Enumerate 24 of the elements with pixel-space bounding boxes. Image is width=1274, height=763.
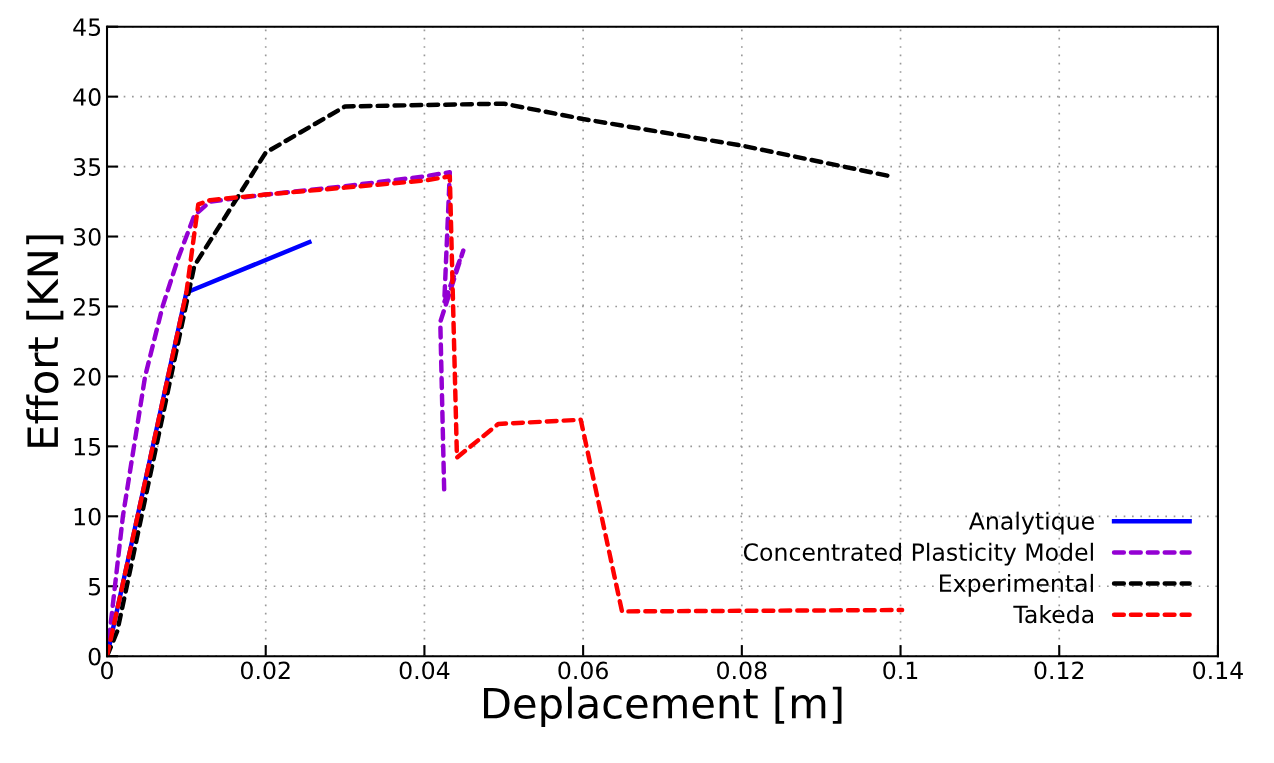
y-tick-label: 40 bbox=[73, 88, 101, 106]
y-tick-label: 30 bbox=[73, 227, 101, 246]
legend-label: Concentrated Plasticity Model bbox=[743, 542, 1093, 566]
y-tick-label: 15 bbox=[74, 438, 101, 456]
y-tick-label: 45 bbox=[73, 18, 101, 37]
legend-label: Experimental bbox=[940, 573, 1093, 597]
x-tick-label: 0.1 bbox=[883, 661, 918, 680]
x-tick-label: 0.12 bbox=[1034, 661, 1084, 680]
x-axis-title: Deplacement [m] bbox=[484, 686, 842, 727]
x-tick-label: 0.08 bbox=[717, 661, 767, 680]
legend-label: Analytique bbox=[968, 511, 1094, 535]
y-tick-label: 35 bbox=[73, 158, 101, 176]
y-tick-label: 0 bbox=[88, 647, 101, 666]
x-tick-label: 0 bbox=[101, 661, 113, 680]
x-tick-label: 0.02 bbox=[240, 661, 290, 680]
x-tick-label: 0.06 bbox=[558, 661, 608, 680]
x-tick-label: 0.14 bbox=[1193, 661, 1243, 680]
y-tick-label: 10 bbox=[74, 507, 101, 526]
legend-label: Takeda bbox=[1013, 605, 1094, 624]
x-tick-label: 0.04 bbox=[399, 661, 450, 680]
y-tick-label: 25 bbox=[73, 297, 101, 316]
y-tick-label: 5 bbox=[88, 577, 101, 596]
y-axis-title: Effort [KN] bbox=[26, 235, 64, 447]
y-tick-label: 20 bbox=[73, 367, 101, 386]
